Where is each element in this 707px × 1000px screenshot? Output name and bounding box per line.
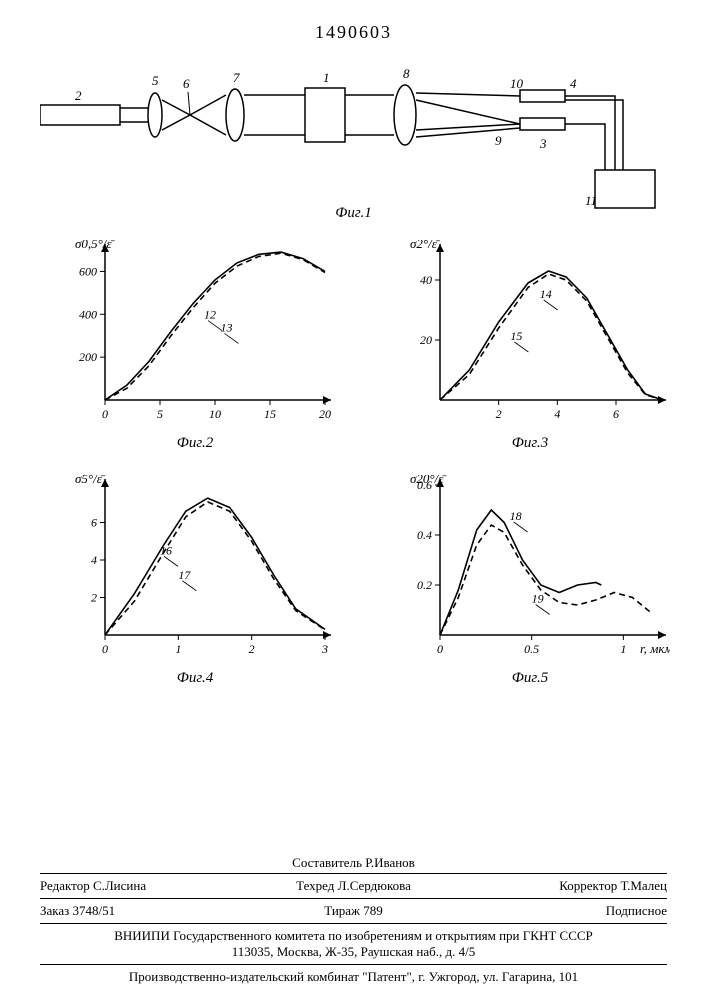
svg-text:1: 1 <box>620 642 626 656</box>
fig1-label-2: 2 <box>75 88 82 103</box>
svg-text:20: 20 <box>420 333 432 347</box>
fig1-label-5: 5 <box>152 73 159 88</box>
svg-text:4: 4 <box>91 553 97 567</box>
svg-text:2: 2 <box>91 591 97 605</box>
svg-text:1: 1 <box>175 642 181 656</box>
fig1-label-10: 10 <box>510 76 524 91</box>
order: Заказ 3748/51 <box>40 903 249 919</box>
signed: Подписное <box>458 903 667 919</box>
fig1-label-4: 4 <box>570 76 577 91</box>
svg-text:16: 16 <box>160 543 172 557</box>
svg-text:20: 20 <box>319 407 331 421</box>
svg-text:σ20°/ε̄: σ20°/ε̄ <box>410 475 447 486</box>
org: ВНИИПИ Государственного комитета по изоб… <box>114 928 593 943</box>
editor: Редактор С.Лисина <box>40 878 249 894</box>
svg-text:0: 0 <box>102 407 108 421</box>
fig4: 01232461617σ5°/ε̄ Фиг.4 <box>55 475 335 687</box>
svg-text:15: 15 <box>510 329 522 343</box>
svg-text:3: 3 <box>321 642 328 656</box>
fig1-diagram: 1 2 3 4 5 6 7 8 9 10 11 <box>40 60 667 210</box>
svg-text:5: 5 <box>157 407 163 421</box>
fig1-label-9: 9 <box>495 133 502 148</box>
svg-text:15: 15 <box>264 407 276 421</box>
svg-text:σ0,5°/ε̄: σ0,5°/ε̄ <box>75 240 116 251</box>
svg-text:14: 14 <box>540 287 552 301</box>
svg-text:σ5°/ε̄: σ5°/ε̄ <box>75 475 106 486</box>
svg-text:0: 0 <box>102 642 108 656</box>
svg-text:19: 19 <box>532 592 544 606</box>
fig1-label-6: 6 <box>183 76 190 91</box>
svg-text:6: 6 <box>613 407 619 421</box>
tirazh: Тираж 789 <box>249 903 458 919</box>
colophon: Составитель Р.Иванов Редактор С.Лисина Т… <box>40 855 667 989</box>
fig5: 00.510.20.40.61819σ20°/ε̄r, мкм Фиг.5 <box>390 475 670 687</box>
svg-text:12: 12 <box>204 308 216 322</box>
document-number: 1490603 <box>0 22 707 43</box>
svg-text:600: 600 <box>79 264 97 278</box>
fig3: 24620401415σ2°/ε̄ Фиг.3 <box>390 240 670 452</box>
svg-text:18: 18 <box>510 509 522 523</box>
org-block: ВНИИПИ Государственного комитета по изоб… <box>40 923 667 965</box>
page: 1490603 <box>0 0 707 1000</box>
svg-text:10: 10 <box>209 407 221 421</box>
svg-text:2: 2 <box>496 407 502 421</box>
svg-text:0.4: 0.4 <box>417 528 432 542</box>
fig1-label-8: 8 <box>403 66 410 81</box>
editor-row: Редактор С.Лисина Техред Л.Сердюкова Кор… <box>40 873 667 898</box>
svg-text:0.2: 0.2 <box>417 578 432 592</box>
svg-text:17: 17 <box>178 568 191 582</box>
print: Производственно-издательский комбинат "П… <box>40 965 667 989</box>
svg-text:40: 40 <box>420 273 432 287</box>
corrector: Корректор Т.Малец <box>458 878 667 894</box>
svg-text:200: 200 <box>79 350 97 364</box>
svg-text:0.5: 0.5 <box>524 642 539 656</box>
svg-text:13: 13 <box>221 320 233 334</box>
tehred: Техред Л.Сердюкова <box>249 878 458 894</box>
svg-text:0: 0 <box>437 642 443 656</box>
addr: 113035, Москва, Ж-35, Раушская наб., д. … <box>232 944 475 959</box>
fig2: 051015202004006001213σ0,5°/ε̄ Фиг.2 <box>55 240 335 452</box>
svg-text:400: 400 <box>79 307 97 321</box>
fig1-label-3: 3 <box>539 136 547 151</box>
svg-text:4: 4 <box>554 407 560 421</box>
order-row: Заказ 3748/51 Тираж 789 Подписное <box>40 898 667 923</box>
svg-text:r, мкм: r, мкм <box>640 641 670 656</box>
composer-line: Составитель Р.Иванов <box>40 855 667 873</box>
svg-text:6: 6 <box>91 516 97 530</box>
svg-text:σ2°/ε̄: σ2°/ε̄ <box>410 240 441 251</box>
svg-text:2: 2 <box>249 642 255 656</box>
fig1-caption: Фиг.1 <box>0 205 707 222</box>
fig1-label-1: 1 <box>323 70 330 85</box>
fig1-label-7: 7 <box>233 70 240 85</box>
